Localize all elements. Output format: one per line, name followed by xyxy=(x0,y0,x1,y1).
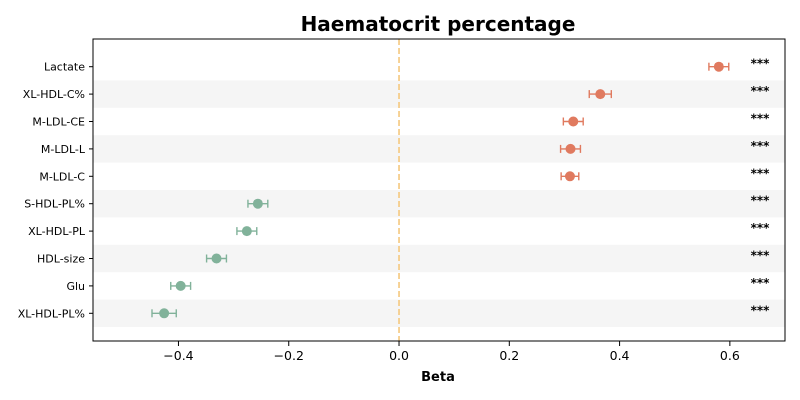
x-tick-label: 0.6 xyxy=(720,348,740,363)
significance-labels: *** *** *** *** *** *** *** *** *** *** xyxy=(751,57,771,318)
x-tick-label: 0.0 xyxy=(389,348,409,363)
x-tick-label: −0.4 xyxy=(163,348,193,363)
data-point xyxy=(568,116,579,127)
y-axis: Lactate XL-HDL-C% M-LDL-CE M-LDL-L M-LDL-C S-… xyxy=(18,61,93,320)
plot-frame xyxy=(92,38,786,342)
significance-label: *** xyxy=(751,276,771,290)
row-stripe xyxy=(93,244,785,273)
y-tick-label: M-LDL-L xyxy=(41,143,86,156)
significance-label: *** xyxy=(751,112,771,126)
data-point xyxy=(565,143,576,154)
y-tick-label: XL-HDL-C% xyxy=(23,88,85,101)
significance-label: *** xyxy=(751,249,771,263)
data-point xyxy=(159,308,170,319)
y-tick-label: HDL-size xyxy=(37,253,85,266)
data-point xyxy=(252,198,263,209)
data-point xyxy=(713,61,724,72)
row-stripe xyxy=(93,135,785,163)
data-point xyxy=(211,253,222,264)
y-tick-label: M-LDL-CE xyxy=(32,116,85,129)
significance-label: *** xyxy=(751,303,771,317)
x-tick-label: 0.4 xyxy=(610,348,630,363)
y-tick-label: S-HDL-PL% xyxy=(24,198,85,211)
row-stripe xyxy=(93,299,785,327)
x-tick-label: 0.2 xyxy=(499,348,519,363)
data-point xyxy=(595,89,606,100)
y-tick-label: Lactate xyxy=(44,61,85,74)
data-point xyxy=(175,280,186,291)
significance-label: *** xyxy=(751,194,771,208)
chart-title: Haematocrit percentage xyxy=(301,12,576,36)
x-axis-label: Beta xyxy=(421,370,455,385)
row-stripes xyxy=(93,80,785,327)
significance-label: *** xyxy=(751,57,771,71)
row-stripe xyxy=(93,190,785,218)
x-axis: −0.4 −0.2 0.0 0.2 0.4 0.6 xyxy=(163,341,740,363)
significance-label: *** xyxy=(751,166,771,180)
significance-label: *** xyxy=(751,221,771,235)
row-stripe xyxy=(93,80,785,108)
y-tick-label: M-LDL-C xyxy=(39,170,85,183)
x-tick-label: −0.2 xyxy=(274,348,304,363)
y-tick-label: XL-HDL-PL xyxy=(28,225,86,238)
data-marks xyxy=(151,61,730,319)
data-point xyxy=(564,171,575,182)
data-point xyxy=(241,226,252,237)
y-tick-label: XL-HDL-PL% xyxy=(18,307,85,320)
y-tick-label: Glu xyxy=(66,280,85,293)
significance-label: *** xyxy=(751,139,771,153)
significance-label: *** xyxy=(751,84,771,98)
